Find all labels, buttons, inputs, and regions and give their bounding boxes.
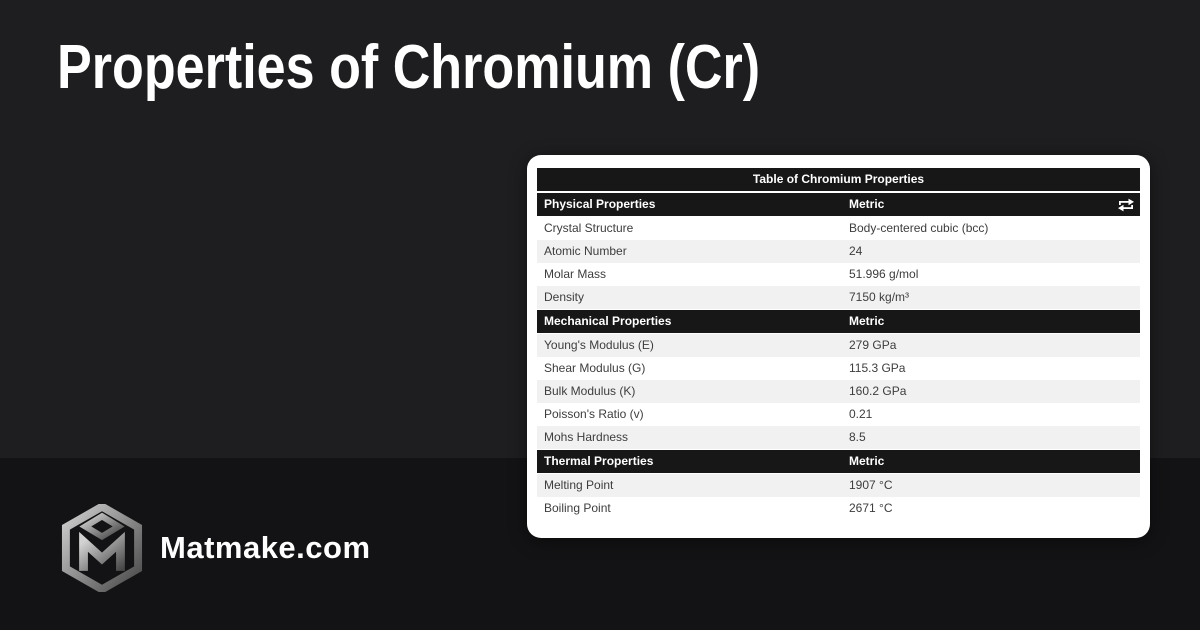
- value-column-header: Metric: [842, 449, 1140, 474]
- value-column-header: Metric: [842, 191, 1140, 217]
- section-header-row: Physical Properties Metric: [537, 191, 1140, 217]
- property-value: 160.2 GPa: [842, 380, 1140, 403]
- table-row: Crystal Structure Body-centered cubic (bc…: [537, 216, 1140, 240]
- table-title-row: Table of Chromium Properties: [537, 168, 1140, 193]
- table-row: Shear Modulus (G) 115.3 GPa: [537, 357, 1140, 380]
- properties-card: Table of Chromium Properties Physical Pro…: [527, 155, 1150, 538]
- property-value: 8.5: [842, 426, 1140, 450]
- property-value: 7150 kg/m³: [842, 286, 1140, 310]
- page-title: Properties of Chromium (Cr): [57, 33, 761, 102]
- table-row: Atomic Number 24: [537, 240, 1140, 263]
- value-column-header: Metric: [842, 309, 1140, 334]
- property-value: Body-centered cubic (bcc): [842, 216, 1140, 240]
- table-row: Poisson's Ratio (v) 0.21: [537, 403, 1140, 426]
- table-row: Molar Mass 51.996 g/mol: [537, 263, 1140, 286]
- swap-horizontal-icon[interactable]: [1117, 198, 1135, 212]
- property-value: 115.3 GPa: [842, 357, 1140, 380]
- table-row: Bulk Modulus (K) 160.2 GPa: [537, 380, 1140, 403]
- property-label: Crystal Structure: [537, 216, 842, 240]
- table-row: Melting Point 1907 °C: [537, 473, 1140, 497]
- property-label: Molar Mass: [537, 263, 842, 286]
- section-header-row: Thermal Properties Metric: [537, 449, 1140, 474]
- property-label: Poisson's Ratio (v): [537, 403, 842, 426]
- section-header-label: Mechanical Properties: [537, 309, 842, 334]
- table-row: Young's Modulus (E) 279 GPa: [537, 333, 1140, 357]
- table-row: Mohs Hardness 8.5: [537, 426, 1140, 450]
- property-value: 1907 °C: [842, 473, 1140, 497]
- table-row: Boiling Point 2671 °C: [537, 497, 1140, 520]
- property-label: Young's Modulus (E): [537, 333, 842, 357]
- properties-table: Table of Chromium Properties Physical Pro…: [537, 168, 1140, 520]
- section-header-label: Physical Properties: [537, 191, 842, 217]
- property-label: Atomic Number: [537, 240, 842, 263]
- property-label: Bulk Modulus (K): [537, 380, 842, 403]
- property-value: 279 GPa: [842, 333, 1140, 357]
- property-label: Density: [537, 286, 842, 310]
- property-value: 51.996 g/mol: [842, 263, 1140, 286]
- brand-lockup: Matmake.com: [58, 502, 371, 594]
- property-label: Mohs Hardness: [537, 426, 842, 450]
- property-value: 2671 °C: [842, 497, 1140, 520]
- matmake-cube-m-logo-icon: [58, 502, 146, 594]
- property-label: Melting Point: [537, 473, 842, 497]
- brand-name: Matmake.com: [160, 530, 371, 565]
- property-value: 0.21: [842, 403, 1140, 426]
- table-row: Density 7150 kg/m³: [537, 286, 1140, 310]
- property-value: 24: [842, 240, 1140, 263]
- table-title: Table of Chromium Properties: [537, 168, 1140, 193]
- property-label: Boiling Point: [537, 497, 842, 520]
- property-label: Shear Modulus (G): [537, 357, 842, 380]
- section-header-row: Mechanical Properties Metric: [537, 309, 1140, 334]
- section-header-label: Thermal Properties: [537, 449, 842, 474]
